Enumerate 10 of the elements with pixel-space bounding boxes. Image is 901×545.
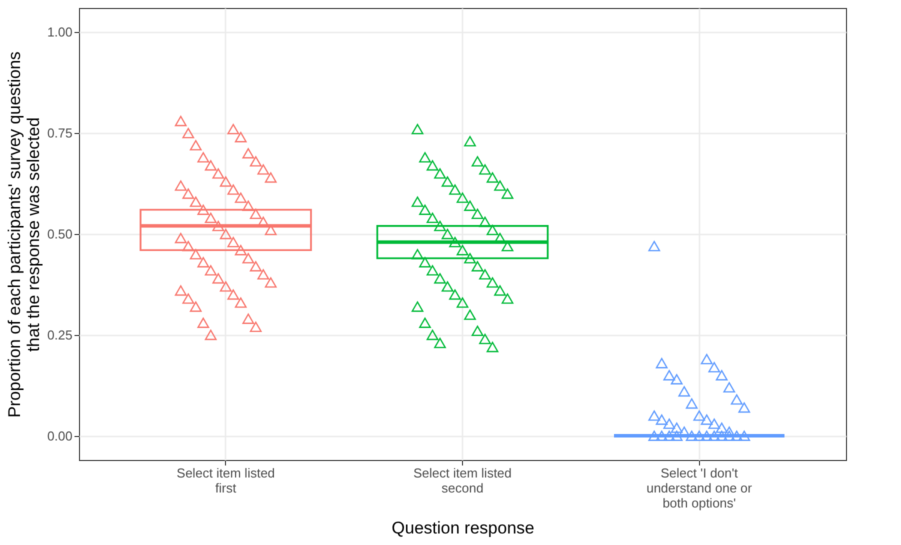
- x-tick-label: Select item listed second: [413, 466, 512, 496]
- y-tick-label: 0.50: [47, 226, 72, 242]
- y-axis-title: Proportion of each participants' survey questions that the response was selected: [5, 51, 44, 418]
- y-tick-label: 0.00: [47, 428, 72, 444]
- x-tick-label: Select 'I don't understand one or both options': [646, 466, 753, 510]
- y-tick-label: 1.00: [47, 24, 72, 40]
- y-tick-label: 0.25: [47, 327, 72, 342]
- x-axis-title: Question response: [392, 518, 534, 538]
- y-tick-label: 0.75: [47, 126, 72, 141]
- x-tick-label: Select item listed first: [176, 466, 275, 496]
